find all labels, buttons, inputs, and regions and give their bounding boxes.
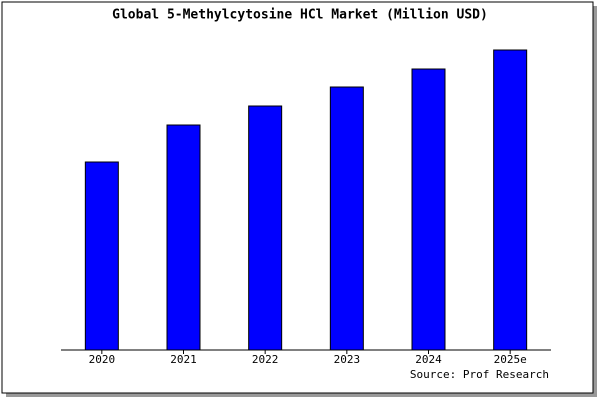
x-tick-label: 2020 <box>89 353 116 366</box>
bar <box>166 124 201 351</box>
x-tick-label: 2022 <box>252 353 279 366</box>
bar <box>329 86 364 351</box>
x-tick-label: 2024 <box>415 353 442 366</box>
bar <box>493 49 528 351</box>
x-tick-label: 2023 <box>334 353 361 366</box>
bar <box>248 105 283 351</box>
source-note: Source: Prof Research <box>410 368 549 381</box>
chart-title: Global 5-Methylcytosine HCl Market (Mill… <box>112 8 488 23</box>
x-tick-label: 2025e <box>494 353 527 366</box>
bar <box>411 68 446 351</box>
bar <box>84 161 119 351</box>
x-tick-label: 2021 <box>170 353 197 366</box>
